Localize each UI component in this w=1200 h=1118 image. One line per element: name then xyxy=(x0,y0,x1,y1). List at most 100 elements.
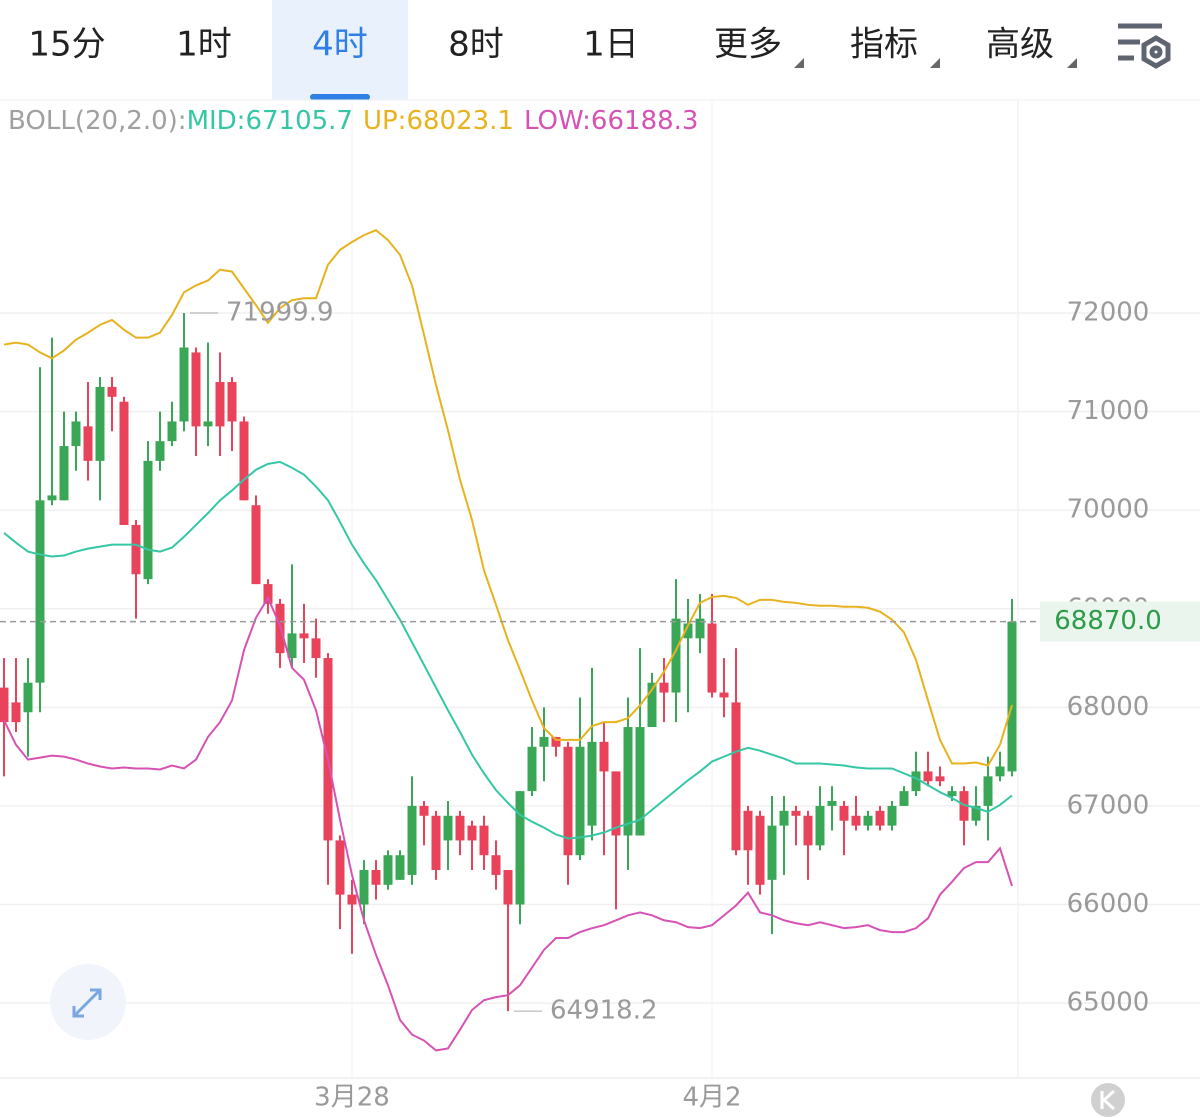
candle-body xyxy=(731,702,741,851)
candle-body xyxy=(971,805,981,821)
tab[interactable]: 1时 xyxy=(176,25,232,65)
candle-body xyxy=(467,825,477,841)
candle-body xyxy=(347,894,357,905)
boll-line xyxy=(3,460,1013,840)
candle-body xyxy=(539,736,549,747)
candle-body xyxy=(671,618,681,693)
candle-body xyxy=(299,633,309,639)
candle-body xyxy=(755,815,765,885)
y-tick-label: 72000 xyxy=(1067,298,1150,328)
candle-body xyxy=(359,869,369,905)
candle-body xyxy=(779,810,789,826)
candle-body xyxy=(851,815,861,826)
candle-body xyxy=(551,736,561,747)
boll-line xyxy=(3,595,1013,1052)
candle-body xyxy=(863,815,873,826)
candle-body xyxy=(683,623,693,639)
candle-body xyxy=(995,766,1005,777)
candle-body xyxy=(659,682,669,693)
candle-body xyxy=(263,584,273,604)
x-tick-label: 4月2 xyxy=(682,1083,741,1113)
candle-body xyxy=(515,791,525,905)
candle-body xyxy=(143,460,153,580)
candle-body xyxy=(491,855,501,875)
candle-body xyxy=(107,386,117,397)
candle-body xyxy=(311,638,321,659)
candle-body xyxy=(719,692,729,698)
candle-body xyxy=(0,687,9,723)
candle-body xyxy=(455,815,465,841)
candle-body xyxy=(875,810,885,826)
k-button[interactable] xyxy=(1091,1083,1125,1117)
tab[interactable]: 4时 xyxy=(312,25,368,65)
y-tick-label: 68000 xyxy=(1067,692,1150,722)
y-tick-label: 66000 xyxy=(1067,889,1150,919)
candle-body xyxy=(923,771,933,782)
candle-body xyxy=(155,441,165,461)
candle-body xyxy=(983,776,993,806)
candle-body xyxy=(707,623,717,693)
candle-body xyxy=(635,727,645,836)
y-tick-label: 70000 xyxy=(1067,495,1150,525)
candle-body xyxy=(323,658,333,841)
dropdown-arrows xyxy=(794,58,1077,68)
candle-body xyxy=(611,771,621,836)
candle-body xyxy=(203,421,213,427)
plot: 71999.9 64918.2 68870.0 xyxy=(0,229,1200,1052)
extreme-label: 64918.2 xyxy=(550,996,658,1026)
tab[interactable]: 8时 xyxy=(448,25,504,65)
indicator-header: BOLL(20,2.0):MID:67105.7 UP:68023.1 LOW:66… xyxy=(8,106,698,136)
tab[interactable]: 15分 xyxy=(28,25,105,65)
candle-body xyxy=(395,855,405,880)
candle-body xyxy=(899,791,909,806)
tab[interactable]: 1日 xyxy=(583,25,639,65)
settings-icon[interactable] xyxy=(1118,23,1171,69)
candle-body xyxy=(119,401,129,525)
indicator-label: BOLL(20,2.0): xyxy=(8,106,187,136)
candle-body xyxy=(47,495,57,501)
candle-body xyxy=(503,869,513,905)
tab[interactable]: 更多 xyxy=(714,25,782,65)
candle-body xyxy=(251,505,261,585)
candle-body xyxy=(335,840,345,895)
last-price-label: 68870.0 xyxy=(1054,606,1162,636)
candle-body xyxy=(815,805,825,846)
boll-line xyxy=(3,229,1013,767)
candle-body xyxy=(59,446,69,501)
candle-body xyxy=(215,382,225,427)
candle-body xyxy=(83,426,93,461)
candle-body xyxy=(227,382,237,422)
candle-body xyxy=(95,386,105,461)
candle-body xyxy=(563,746,573,856)
candle-body xyxy=(23,682,33,713)
candle-body xyxy=(431,815,441,870)
x-tick-label: 3月28 xyxy=(314,1083,390,1113)
candle-body xyxy=(647,682,657,728)
candle-body xyxy=(407,805,417,875)
tab[interactable]: 指标 xyxy=(850,25,918,65)
candle-body xyxy=(575,746,585,856)
toolbar: 15分 1时 4时 8时 1日 更多 指标 高级 xyxy=(28,0,1054,100)
candle-body xyxy=(191,352,201,427)
indicator-value: LOW:66188.3 xyxy=(524,106,698,136)
candle-body xyxy=(599,741,609,772)
candle-body xyxy=(791,810,801,816)
grid: 6500066000670006800069000700007100072000… xyxy=(0,100,1200,1113)
candle-body xyxy=(71,421,81,447)
expand-button[interactable] xyxy=(50,964,126,1040)
candle-body xyxy=(11,702,21,723)
candle-body xyxy=(287,633,297,659)
candle-body xyxy=(419,805,429,816)
tab[interactable]: 高级 xyxy=(986,25,1054,65)
candle-body xyxy=(179,347,189,422)
candle-body xyxy=(827,800,837,806)
candle-body xyxy=(803,815,813,846)
extreme-label: 71999.9 xyxy=(226,298,334,328)
indicator-value: MID:67105.7 xyxy=(187,106,353,136)
candle-body xyxy=(695,618,705,639)
candle-body xyxy=(131,524,141,575)
candle-body xyxy=(239,421,249,501)
y-tick-label: 65000 xyxy=(1067,988,1150,1018)
